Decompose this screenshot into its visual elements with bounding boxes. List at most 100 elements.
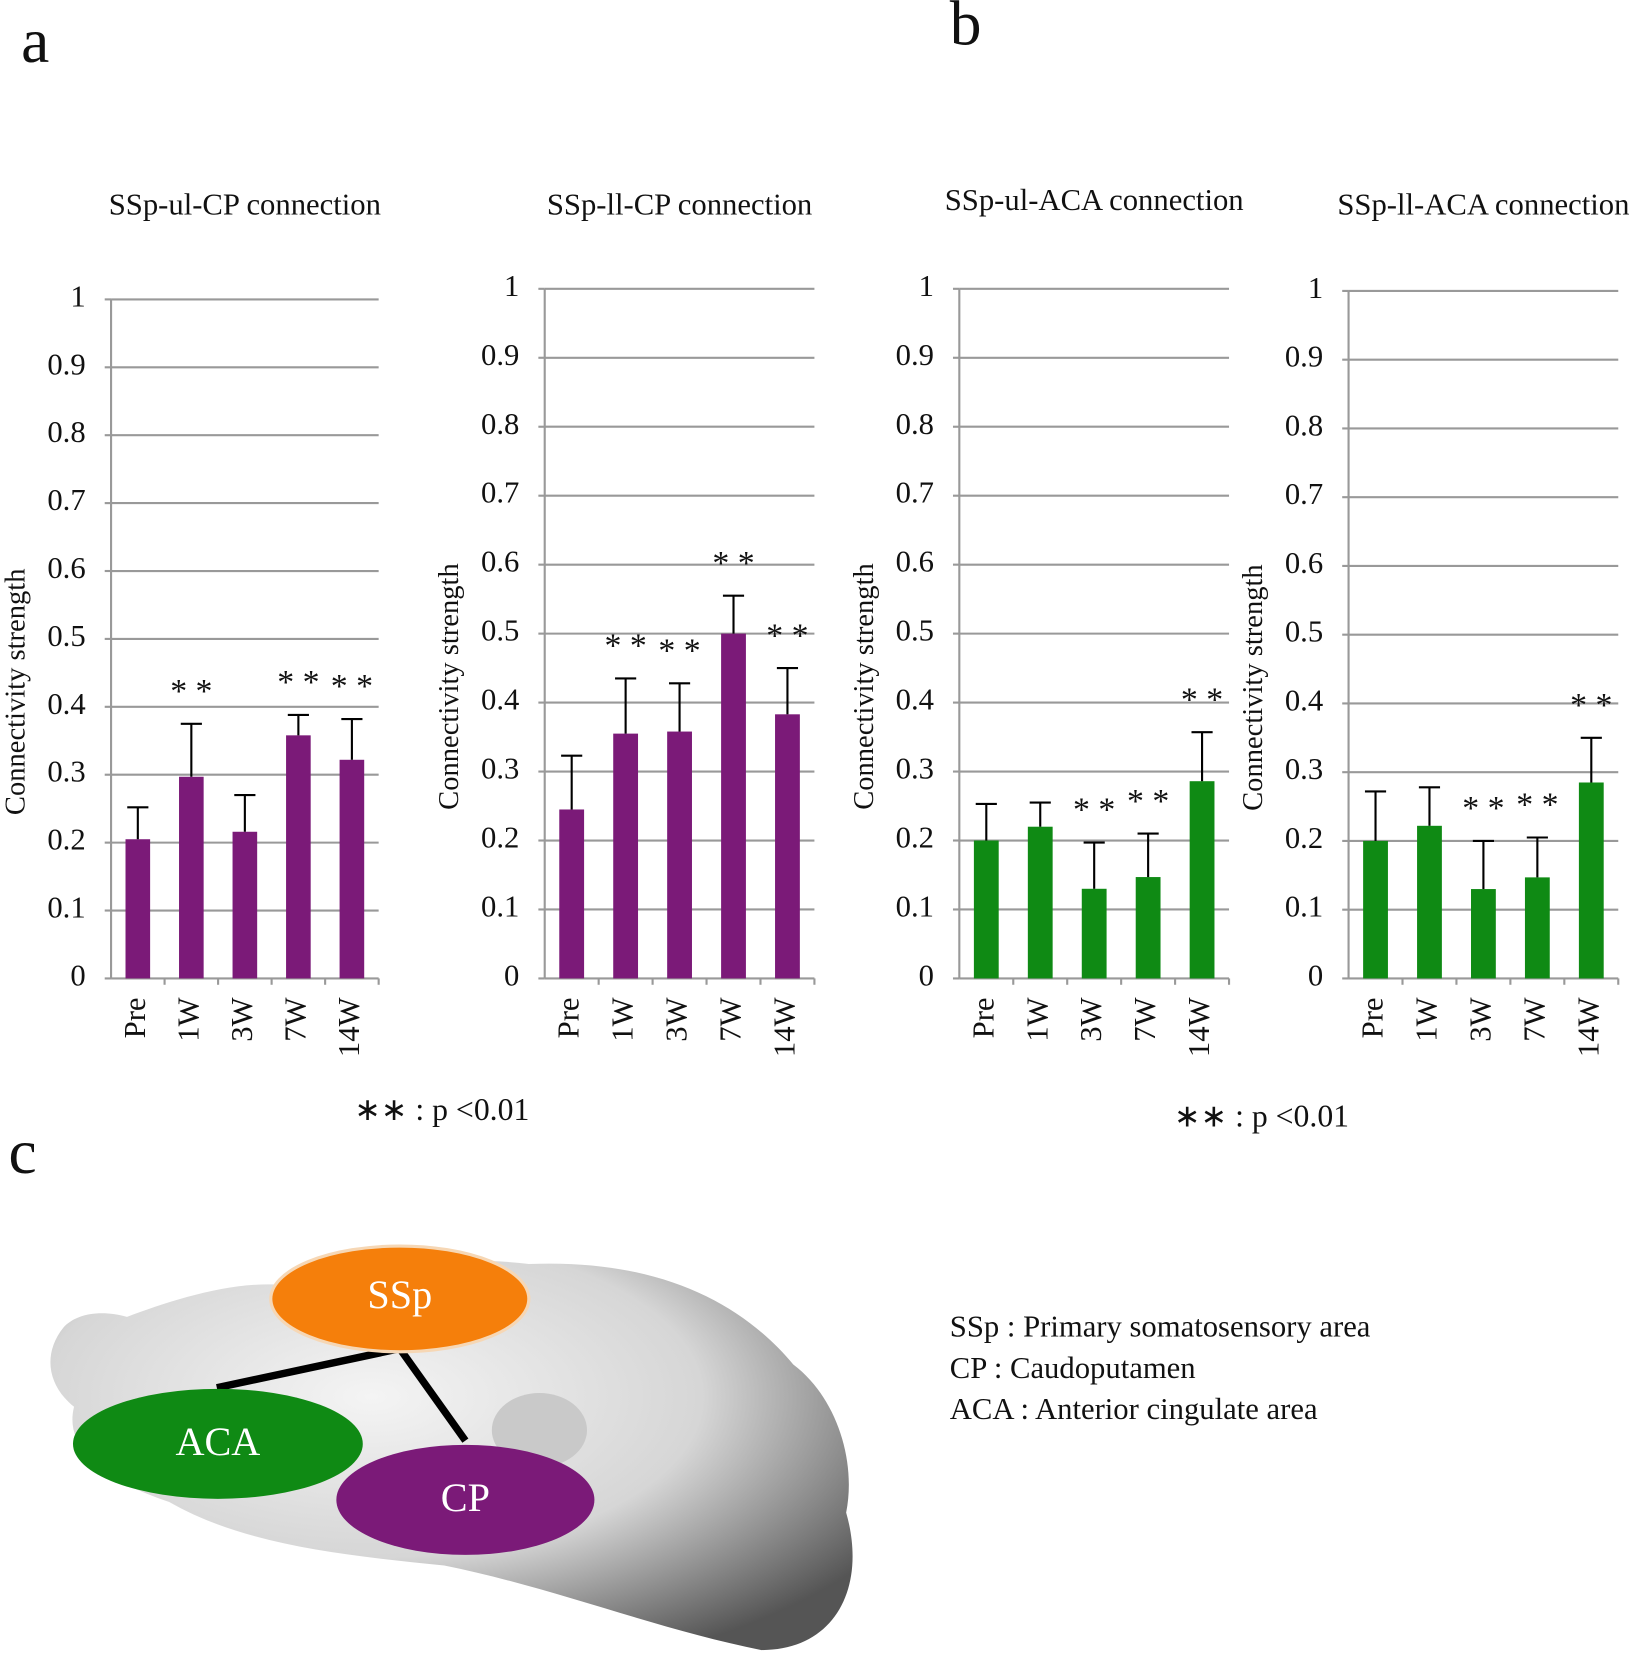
y-tick-label: 0.1 <box>47 891 85 925</box>
significance-mark: * * <box>170 673 212 710</box>
connection-line <box>396 1346 469 1443</box>
bar <box>973 840 999 979</box>
legend-entry: SSp : Primary somatosensory area <box>950 1310 1371 1344</box>
y-tick-label: 0.3 <box>47 755 85 789</box>
brain-diagram: SSp ACA CP <box>50 1244 853 1651</box>
y-tick-label: 0.6 <box>1285 546 1323 580</box>
x-tick-label: Pre <box>118 997 152 1038</box>
y-tick-label: 0 <box>504 958 519 992</box>
y-tick-label: 0.1 <box>896 890 934 924</box>
y-tick-label: 0.9 <box>47 347 85 381</box>
y-tick-label: 0 <box>70 958 85 992</box>
significance-mark: * * <box>712 545 754 582</box>
y-tick-label: 0 <box>1308 958 1323 992</box>
region-label: SSp <box>367 1272 432 1317</box>
significance-note: ∗∗ : p <0.01 <box>1174 1098 1349 1133</box>
aca-region <box>72 1388 363 1499</box>
bar <box>1417 825 1442 979</box>
x-tick-label: 7W <box>1128 997 1162 1041</box>
y-axis-label: Connectivity strength <box>1238 564 1269 811</box>
panel-label: b <box>950 0 982 58</box>
bar <box>1027 826 1053 979</box>
significance-mark: * * <box>1181 681 1223 718</box>
brain-feature <box>491 1393 588 1468</box>
chart-title: SSp-ll-CP connection <box>547 187 812 221</box>
bar <box>1081 888 1107 979</box>
cp-region <box>336 1444 595 1555</box>
y-tick-label: 0.2 <box>1285 821 1323 855</box>
significance-mark: * * <box>1516 787 1558 824</box>
x-tick-label: 1W <box>606 997 640 1041</box>
x-tick-label: 7W <box>714 997 748 1041</box>
significance-mark: * * <box>604 628 646 665</box>
bar <box>1578 782 1604 979</box>
x-tick-label: 3W <box>1074 997 1108 1041</box>
y-tick-label: 0.7 <box>896 476 934 510</box>
y-tick-label: 0.5 <box>896 614 934 648</box>
significance-mark: * * <box>1570 687 1612 724</box>
x-tick-label: 3W <box>225 997 259 1041</box>
region-label: ACA <box>175 1419 260 1464</box>
significance-note: ∗∗ : p <0.01 <box>354 1092 529 1127</box>
y-tick-label: 0.5 <box>47 619 85 653</box>
legend-entry: ACA : Anterior cingulate area <box>950 1392 1318 1426</box>
bar <box>559 809 585 979</box>
bar <box>613 733 639 979</box>
chart-title: SSp-ul-ACA connection <box>945 183 1244 217</box>
ssp-region <box>269 1244 531 1354</box>
bar <box>721 633 746 979</box>
bar <box>1524 877 1550 979</box>
x-tick-label: 7W <box>1517 997 1551 1041</box>
y-tick-label: 0 <box>919 958 934 992</box>
bar <box>667 731 692 979</box>
y-tick-label: 0.2 <box>47 823 85 857</box>
x-tick-label: 14W <box>767 997 801 1057</box>
y-tick-label: 0.8 <box>1285 408 1323 442</box>
y-axis-label: Connectivity strength <box>1 569 32 816</box>
bar <box>179 776 204 979</box>
y-tick-label: 0.5 <box>1285 615 1323 649</box>
y-tick-label: 0.7 <box>1285 477 1323 511</box>
x-tick-label: 1W <box>1020 997 1054 1041</box>
bar <box>339 759 365 979</box>
y-tick-label: 0.7 <box>47 483 85 517</box>
significance-mark: * * <box>277 664 319 701</box>
x-tick-label: 14W <box>1182 997 1216 1057</box>
y-tick-label: 0.3 <box>896 752 934 786</box>
y-tick-label: 0.8 <box>481 407 519 441</box>
y-tick-label: 0.2 <box>481 821 519 855</box>
x-tick-label: 1W <box>171 997 205 1041</box>
y-tick-label: 0.4 <box>47 687 85 721</box>
x-tick-label: 14W <box>332 997 366 1057</box>
y-tick-label: 0.7 <box>481 476 519 510</box>
connection-line <box>216 1345 401 1392</box>
significance-mark: * * <box>1462 790 1504 827</box>
y-tick-label: 0.8 <box>896 407 934 441</box>
y-tick-label: 0.2 <box>896 821 934 855</box>
y-tick-label: 0.4 <box>481 683 519 717</box>
y-tick-label: 0.6 <box>47 551 85 585</box>
x-tick-label: 1W <box>1410 997 1444 1041</box>
x-tick-label: Pre <box>552 997 586 1038</box>
bar <box>1471 889 1496 979</box>
x-tick-label: 7W <box>278 997 312 1041</box>
y-tick-label: 0.9 <box>481 338 519 372</box>
legend-entry: CP : Caudoputamen <box>950 1351 1196 1385</box>
x-tick-label: Pre <box>966 997 1000 1038</box>
chart-title: SSp-ll-ACA connection <box>1337 187 1629 221</box>
bar <box>1363 840 1388 979</box>
y-tick-label: 0.9 <box>1285 340 1323 374</box>
significance-mark: * * <box>331 668 373 705</box>
y-tick-label: 1 <box>919 269 934 303</box>
x-tick-label: 3W <box>660 997 694 1041</box>
y-tick-label: 0.4 <box>1285 683 1323 717</box>
bar <box>286 735 311 979</box>
bar <box>232 831 258 979</box>
region-label: CP <box>441 1475 490 1520</box>
significance-mark: * * <box>1073 792 1115 829</box>
y-tick-label: 0.3 <box>1285 752 1323 786</box>
bar <box>775 714 800 979</box>
x-tick-label: 14W <box>1571 997 1605 1057</box>
y-tick-label: 0.6 <box>896 545 934 579</box>
